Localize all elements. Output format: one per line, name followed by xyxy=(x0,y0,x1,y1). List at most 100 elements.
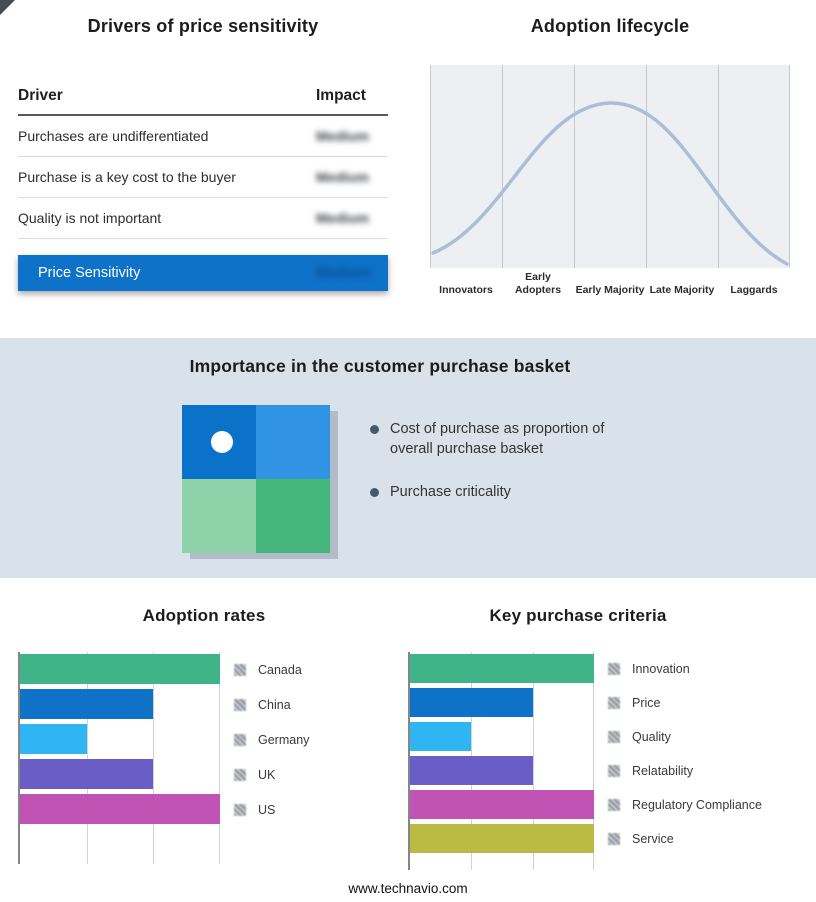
gridline xyxy=(502,65,503,268)
legend-marker-icon xyxy=(608,731,620,743)
legend-item-price: Price xyxy=(608,686,762,720)
quadrant-cell-bottom-left xyxy=(182,479,256,553)
key-criteria-bars xyxy=(410,652,594,853)
legend-marker-icon xyxy=(608,765,620,777)
gridline xyxy=(153,652,155,864)
drivers-panel: Drivers of price sensitivity Driver Impa… xyxy=(18,16,388,291)
gridline xyxy=(574,65,575,268)
bar-relatability xyxy=(410,756,533,785)
legend-label: Quality xyxy=(632,730,671,744)
gridline xyxy=(593,652,594,870)
lifecycle-stage-labels: Innovators Early Adopters Early Majority… xyxy=(430,271,790,296)
bar-germany xyxy=(20,724,87,754)
adoption-rates-bars xyxy=(20,652,220,824)
legend-marker-icon xyxy=(608,697,620,709)
lifecycle-title: Adoption lifecycle xyxy=(530,16,690,36)
quadrant-cell-bottom-right xyxy=(256,479,330,553)
adoption-rates-legend: Canada China Germany UK US xyxy=(234,652,309,827)
legend-label: UK xyxy=(258,767,276,782)
basket-bullet-list: Cost of purchase as proportion of overal… xyxy=(370,420,632,527)
table-row: Quality is not important Medium xyxy=(18,198,388,239)
bullet-text: Cost of purchase as proportion of overal… xyxy=(390,421,605,457)
adoption-rates-title: Adoption rates xyxy=(142,606,266,625)
legend-label: Price xyxy=(632,696,661,710)
bar-china xyxy=(20,689,154,719)
key-criteria-title: Key purchase criteria xyxy=(489,606,667,625)
gridline xyxy=(86,652,88,864)
bar-us xyxy=(20,794,220,824)
bullet-item: Cost of purchase as proportion of overal… xyxy=(370,420,632,459)
purchase-basket-band: Importance in the customer purchase bask… xyxy=(0,338,816,578)
stage-label: Early Adopters xyxy=(514,271,562,296)
driver-name: Purchase is a key cost to the buyer xyxy=(18,169,236,185)
gridline xyxy=(718,65,719,268)
stage-label: Early Majority xyxy=(575,283,645,296)
column-header-driver: Driver xyxy=(18,87,63,104)
legend-item-quality: Quality xyxy=(608,720,762,754)
drivers-panel-title: Drivers of price sensitivity xyxy=(87,16,319,36)
legend-item-relatability: Relatability xyxy=(608,754,762,788)
table-row: Purchases are undifferentiated Medium xyxy=(18,116,388,157)
bar-regulatory-compliance xyxy=(410,790,594,819)
legend-label: Canada xyxy=(258,662,302,677)
legend-marker-icon xyxy=(234,698,246,711)
bullet-item: Purchase criticality xyxy=(370,483,632,503)
legend-item-regulatory-compliance: Regulatory Compliance xyxy=(608,788,762,822)
bar-canada xyxy=(20,654,220,684)
adoption-lifecycle-panel: Adoption lifecycle Innovators Early Adop… xyxy=(430,16,790,296)
bar-uk xyxy=(20,759,154,789)
quadrant-cell-top-left xyxy=(182,405,256,479)
bar-quality xyxy=(410,722,472,751)
bar-price xyxy=(410,688,533,717)
legend-label: Germany xyxy=(258,732,310,747)
gridline xyxy=(646,65,647,268)
position-dot-icon xyxy=(211,431,233,453)
gridline xyxy=(219,652,220,864)
bell-curve-icon xyxy=(431,101,789,266)
website-link[interactable]: www.technavio.com xyxy=(348,881,468,896)
stage-label: Innovators xyxy=(439,283,493,296)
corner-fold-icon xyxy=(0,0,15,15)
bullet-icon xyxy=(370,425,379,434)
basket-title: Importance in the customer purchase bask… xyxy=(189,356,571,376)
key-purchase-criteria-chart: Key purchase criteria Innovation Price xyxy=(408,600,808,870)
bar-innovation xyxy=(410,654,594,683)
price-sensitivity-value: Medium xyxy=(316,265,371,281)
legend-label: Service xyxy=(632,832,674,846)
gridline xyxy=(532,652,534,870)
driver-name: Purchases are undifferentiated xyxy=(18,128,209,144)
quadrant-cell-top-right xyxy=(256,405,330,479)
drivers-table-header: Driver Impact xyxy=(18,87,388,116)
key-criteria-plot xyxy=(408,652,594,870)
legend-marker-icon xyxy=(234,733,246,746)
legend-label: US xyxy=(258,802,276,817)
footer: www.technavio.com xyxy=(0,881,816,896)
impact-value: Medium xyxy=(316,128,369,144)
legend-marker-icon xyxy=(234,803,246,816)
impact-value: Medium xyxy=(316,210,369,226)
price-sensitivity-bar: Price Sensitivity Medium xyxy=(18,255,388,291)
column-header-impact: Impact xyxy=(316,87,366,104)
gridline xyxy=(789,65,790,268)
legend-marker-icon xyxy=(234,663,246,676)
legend-item-germany: Germany xyxy=(234,722,309,757)
legend-marker-icon xyxy=(234,768,246,781)
impact-value: Medium xyxy=(316,169,369,185)
driver-name: Quality is not important xyxy=(18,210,162,226)
legend-marker-icon xyxy=(608,663,620,675)
legend-item-canada: Canada xyxy=(234,652,309,687)
table-row: Purchase is a key cost to the buyer Medi… xyxy=(18,157,388,198)
adoption-rates-chart: Adoption rates Canada China xyxy=(18,600,408,864)
legend-marker-icon xyxy=(608,833,620,845)
legend-item-innovation: Innovation xyxy=(608,652,762,686)
bullet-text: Purchase criticality xyxy=(390,484,511,501)
bar-service xyxy=(410,824,594,853)
bullet-icon xyxy=(370,488,379,498)
key-criteria-legend: Innovation Price Quality Relatability Re… xyxy=(608,652,762,856)
stage-label: Late Majority xyxy=(649,283,715,296)
adoption-rates-plot xyxy=(18,652,220,864)
quadrant-graphic xyxy=(182,405,330,553)
stage-label: Laggards xyxy=(730,283,778,296)
gridline xyxy=(430,65,431,268)
